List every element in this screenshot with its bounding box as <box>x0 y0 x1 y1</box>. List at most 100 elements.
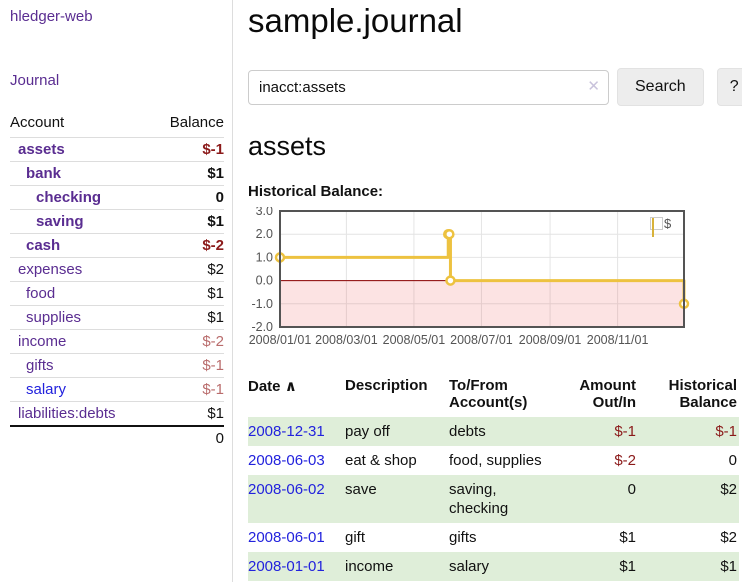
account-heading: assets <box>248 131 327 161</box>
svg-text:0.0: 0.0 <box>256 274 273 288</box>
account-row: assets $-1 <box>10 137 224 162</box>
sidebar: hledger-web Journal Account Balance asse… <box>0 0 233 582</box>
transaction-accounts: debts <box>449 417 564 446</box>
account-row: expenses $2 <box>10 257 224 282</box>
account-link[interactable]: gifts <box>26 357 54 374</box>
account-name-cell: supplies <box>10 305 152 330</box>
account-balance: $2 <box>151 257 224 282</box>
account-link[interactable]: salary <box>26 381 67 398</box>
register-header-date-label: Date <box>248 378 281 395</box>
transaction-row: 2008-06-01 gift gifts $1 $2 <box>248 523 739 552</box>
account-link[interactable]: food <box>26 285 56 302</box>
account-name-cell: liabilities:debts <box>10 401 152 426</box>
transaction-date-cell: 2008-01-01 <box>248 552 345 581</box>
search-button[interactable]: Search <box>617 68 704 106</box>
account-name-cell: saving <box>10 209 152 234</box>
account-balance: $-1 <box>151 377 224 402</box>
transaction-balance: $-1 <box>644 417 739 446</box>
account-balance: $1 <box>151 281 224 306</box>
account-row: checking 0 <box>10 185 224 210</box>
transaction-amount: $1 <box>564 552 644 581</box>
account-balance: $-2 <box>151 233 224 258</box>
account-balance: $-2 <box>151 329 224 354</box>
transaction-balance: 0 <box>728 452 737 469</box>
accounts-total-row: 0 <box>10 425 224 450</box>
account-name-cell: income <box>10 329 152 354</box>
account-link[interactable]: supplies <box>26 309 82 326</box>
account-name-cell: gifts <box>10 353 152 378</box>
account-balance: $1 <box>151 401 224 426</box>
accounts-total-value: 0 <box>151 425 224 450</box>
account-row: food $1 <box>10 281 224 306</box>
account-name-cell: salary <box>10 377 152 402</box>
svg-text:1.0: 1.0 <box>256 250 273 264</box>
transaction-amount: $-1 <box>564 417 644 446</box>
svg-text:2008/01/01: 2008/01/01 <box>249 333 312 347</box>
account-row: gifts $-1 <box>10 353 224 378</box>
accounts-table-body: assets $-1 bank $1 checking 0 saving $1 cash $-2 e… <box>10 137 224 426</box>
sidebar-item-journal[interactable]: Journal <box>10 72 60 89</box>
transaction-date-cell: 2008-06-01 <box>248 523 345 552</box>
transaction-accounts: gifts <box>449 529 477 546</box>
account-name-cell: bank <box>10 161 152 186</box>
account-link[interactable]: saving <box>36 213 84 230</box>
brand: hledger-web <box>10 8 224 25</box>
search-input[interactable] <box>248 69 609 105</box>
transaction-row: 2008-01-01 income salary $1 $1 <box>248 552 739 581</box>
transaction-row: 2008-06-03 eat & shop food, supplies $-2 0 <box>248 446 739 475</box>
account-link[interactable]: bank <box>26 165 62 182</box>
transaction-date-link[interactable]: 2008-06-03 <box>248 452 325 469</box>
account-balance: $1 <box>151 161 224 186</box>
transaction-date-link[interactable]: 2008-01-01 <box>248 558 325 575</box>
transaction-description: gift <box>345 529 366 546</box>
transaction-accounts: salary <box>449 552 564 581</box>
register-table-body: 2008-12-31 pay off debts $-1 $-1 2008-06-03 ea… <box>248 417 739 581</box>
svg-text:-1.0: -1.0 <box>251 297 273 311</box>
account-link[interactable]: cash <box>26 237 61 254</box>
accounts-table-header: Account Balance <box>10 111 224 138</box>
svg-text:3.0: 3.0 <box>256 207 273 218</box>
account-link[interactable]: assets <box>18 141 65 158</box>
account-link[interactable]: liabilities:debts <box>18 405 116 422</box>
account-link[interactable]: income <box>18 333 67 350</box>
account-name-cell: food <box>10 281 152 306</box>
transaction-row: 2008-12-31 pay off debts $-1 $-1 <box>248 417 739 446</box>
transaction-row: 2008-06-02 save saving, checking 0 $2 <box>248 475 739 523</box>
sidebar-nav: Journal <box>10 72 224 89</box>
help-button[interactable]: ? <box>716 68 742 106</box>
svg-text:2008/05/01: 2008/05/01 <box>383 333 446 347</box>
register-header-date[interactable]: Date ∧ <box>248 375 345 417</box>
register-header-accounts: To/From Account(s) <box>449 377 528 411</box>
register-header-description: Description <box>345 377 428 394</box>
account-balance: $1 <box>151 305 224 330</box>
historical-balance-chart: 3.0 2.0 1.0 0.0 -1.0 -2.0 2008/01/01 2008/03/01… <box>248 207 693 357</box>
transaction-description: eat & shop <box>345 452 417 469</box>
account-row: cash $-2 <box>10 233 224 258</box>
transaction-description: income <box>345 552 449 581</box>
svg-text:2008/11/01: 2008/11/01 <box>587 333 649 347</box>
transaction-description: pay off <box>345 417 449 446</box>
register-header-amount: Amount Out/In <box>579 377 636 411</box>
transaction-description: save <box>345 475 449 523</box>
clear-search-icon[interactable]: ✕ <box>587 77 600 95</box>
transaction-date-link[interactable]: 2008-06-02 <box>248 481 325 498</box>
transaction-balance: $2 <box>644 475 739 523</box>
account-row: income $-2 <box>10 329 224 354</box>
transaction-balance: $2 <box>720 529 737 546</box>
search-box: ✕ <box>248 69 609 105</box>
transaction-amount: $-2 <box>614 452 636 469</box>
legend-swatch-icon <box>650 217 663 237</box>
account-link[interactable]: expenses <box>18 261 83 278</box>
accounts-header-balance: Balance <box>169 114 224 131</box>
transaction-amount: 0 <box>564 475 644 523</box>
accounts-total-spacer <box>10 425 152 450</box>
transaction-date-link[interactable]: 2008-12-31 <box>248 423 325 440</box>
brand-link[interactable]: hledger-web <box>10 8 93 25</box>
account-balance: $1 <box>151 209 224 234</box>
account-balance: 0 <box>151 185 224 210</box>
legend-label: $ <box>664 216 672 231</box>
transaction-date-link[interactable]: 2008-06-01 <box>248 529 325 546</box>
account-link[interactable]: checking <box>36 189 102 206</box>
